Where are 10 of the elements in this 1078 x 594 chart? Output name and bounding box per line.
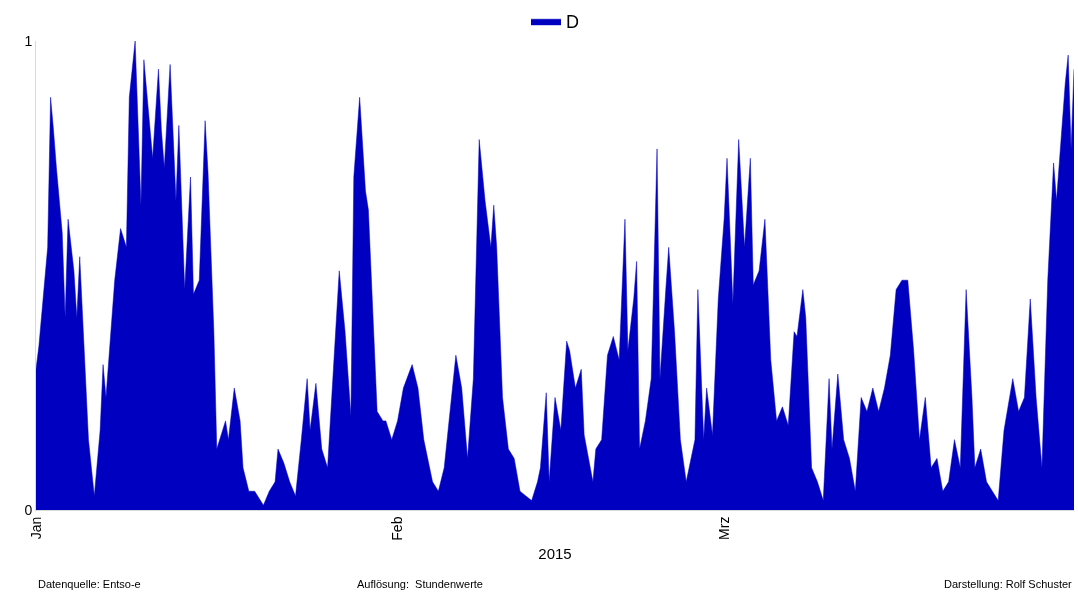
x-axis-title: 2015 bbox=[538, 544, 572, 562]
y-tick-label: 1 bbox=[24, 32, 33, 49]
x-tick-label: Jan bbox=[27, 516, 44, 540]
text: Auflösung: Stundenwerte bbox=[357, 578, 483, 590]
x-tick-label: Feb bbox=[389, 516, 406, 541]
y-tick-label: 0 bbox=[24, 501, 33, 518]
text: Darstellung: Rolf Schuster bbox=[944, 578, 1073, 590]
x-tick-label: Mrz bbox=[715, 516, 732, 540]
legend-label: D bbox=[566, 12, 579, 33]
text: Datenquelle: Entso-e bbox=[38, 578, 141, 590]
